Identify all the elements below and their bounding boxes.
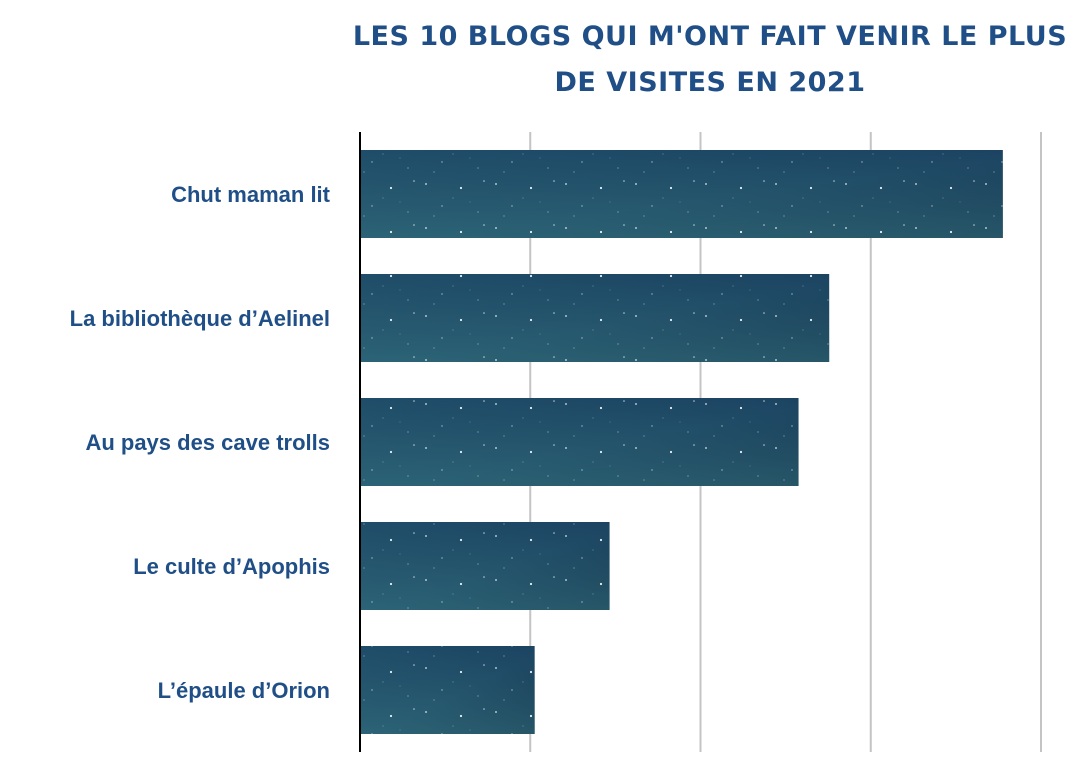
bar-4 [361,522,610,610]
bar-3 [361,398,799,486]
bar-1 [361,150,1003,238]
category-label-4: Le culte d’Apophis [133,554,330,579]
category-label-1: Chut maman lit [171,182,331,207]
category-label-3: Au pays des cave trolls [85,430,330,455]
bar-2 [361,274,830,362]
category-labels: Chut maman lit La bibliothèque d’Aelinel A… [70,182,331,703]
category-label-5: L’épaule d’Orion [158,678,330,703]
bar-5 [361,646,535,734]
chart-title: Les 10 blogs qui m'ont fait venir le plu… [352,21,1068,98]
bars [361,150,1003,734]
category-label-2: La bibliothèque d’Aelinel [70,306,330,331]
